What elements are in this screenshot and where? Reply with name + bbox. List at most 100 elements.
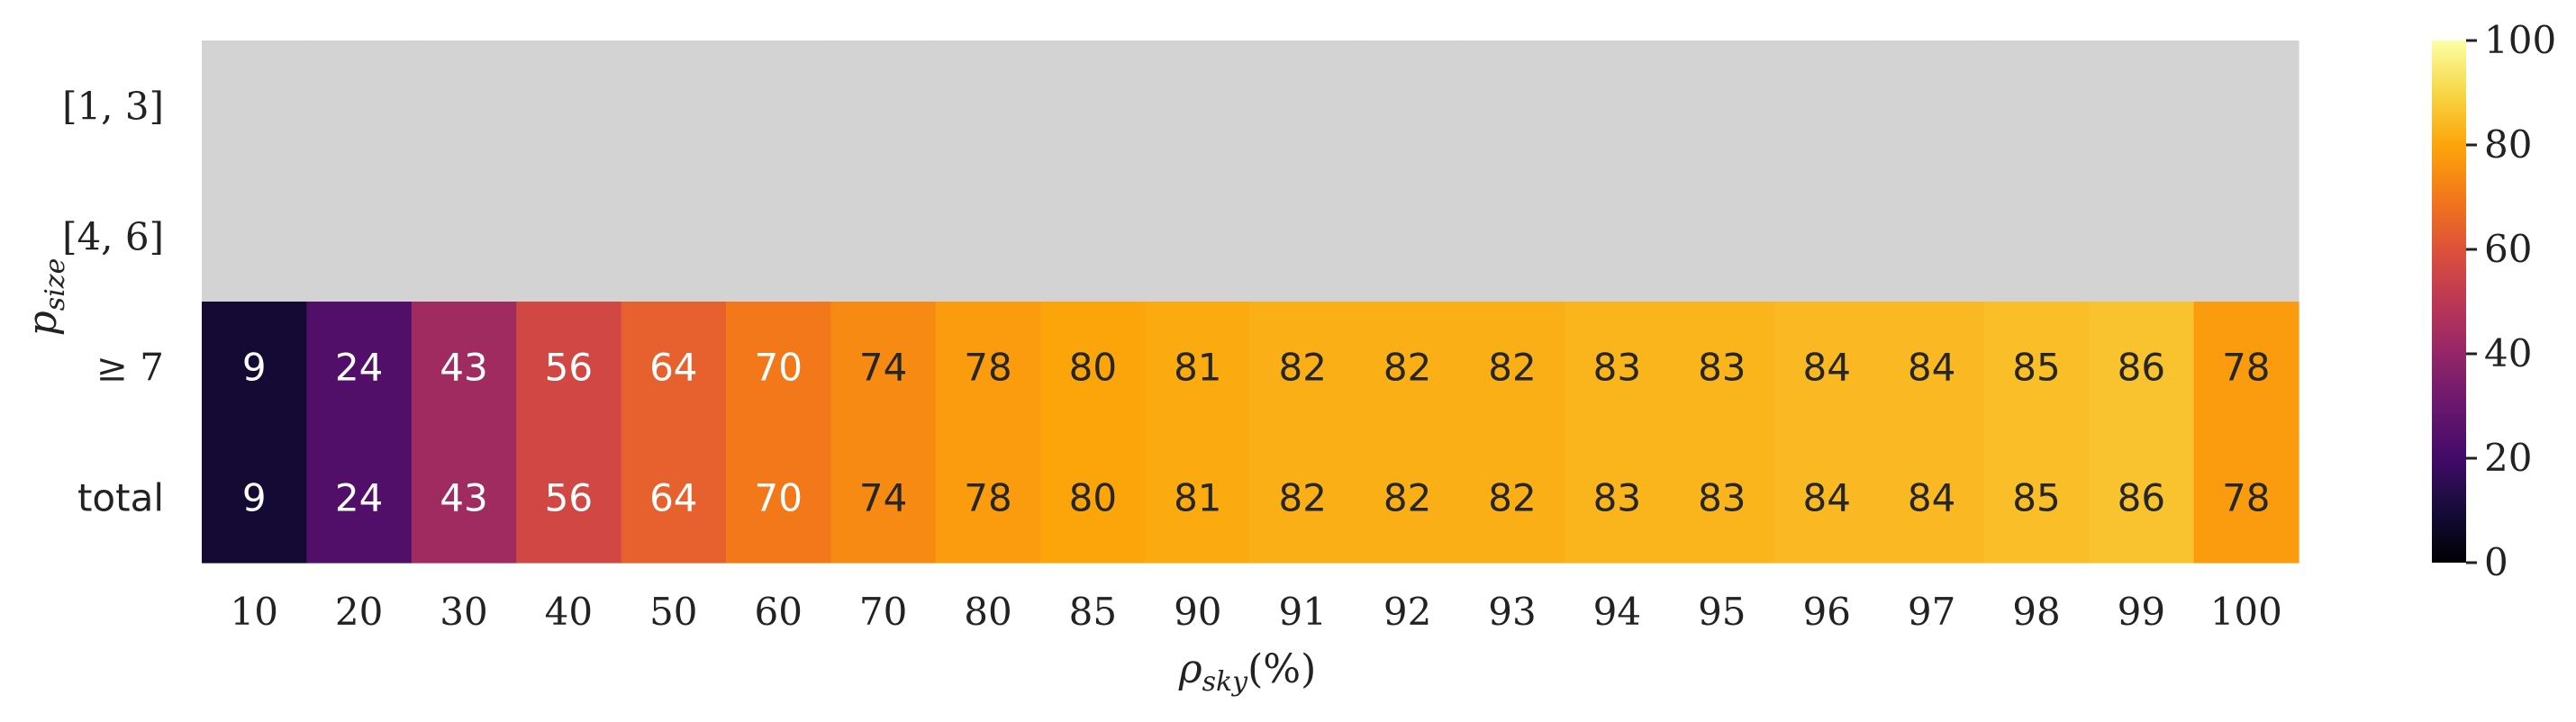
heatmap-cell — [1774, 302, 1880, 433]
cell-value-label: 83 — [1593, 476, 1641, 520]
cell-value-label: 78 — [964, 346, 1011, 390]
x-tick-label: 100 — [2210, 590, 2282, 634]
x-tick-label: 10 — [230, 590, 277, 634]
heatmap-cell — [621, 171, 727, 302]
heatmap-cell — [1355, 432, 1461, 564]
cell-value-label: 43 — [440, 476, 487, 520]
heatmap-cell — [1983, 432, 2090, 564]
cell-value-label: 82 — [1383, 476, 1431, 520]
x-tick-label: 99 — [2118, 590, 2165, 634]
heatmap-cell — [830, 171, 937, 302]
cell-value-label: 82 — [1488, 346, 1536, 390]
y-tick-label: ≥ 7 — [96, 346, 164, 390]
cell-value-label: 70 — [754, 476, 802, 520]
heatmap-cell — [935, 302, 1041, 433]
heatmap-cell — [516, 432, 622, 564]
x-tick-label: 91 — [1278, 590, 1326, 634]
cell-value-label: 43 — [440, 346, 487, 390]
x-tick-label: 93 — [1488, 590, 1536, 634]
x-tick-label: 94 — [1593, 590, 1641, 634]
heatmap-cell — [1040, 302, 1147, 433]
heatmap-cell — [1355, 302, 1461, 433]
heatmap-cell — [2193, 171, 2299, 302]
colorbar-tick-label: 40 — [2484, 331, 2532, 375]
y-tick-label: [1, 3] — [62, 85, 164, 129]
heatmap-cell — [411, 302, 517, 433]
heatmap-cell — [1879, 41, 1985, 172]
heatmap-cell — [2193, 432, 2299, 564]
x-tick-label: 96 — [1802, 590, 1850, 634]
heatmap-cell — [935, 171, 1041, 302]
cell-value-label: 85 — [2012, 476, 2060, 520]
heatmap-cell — [935, 432, 1041, 564]
x-tick-labels: 10 20 30 40 50 60 70 80 85 90 91 92 93 94 95 96 97 98 99 10… — [230, 590, 2281, 634]
cell-value-label: 9 — [242, 346, 267, 390]
heatmap-cell — [1983, 302, 2090, 433]
cell-value-label: 9 — [242, 476, 267, 520]
heatmap-cell — [726, 171, 831, 302]
cell-value-label: 84 — [1908, 346, 1955, 390]
heatmap-cell — [2193, 302, 2299, 433]
heatmap-cell — [830, 41, 937, 172]
heatmap-cell — [202, 41, 307, 172]
heatmap-cell — [411, 432, 517, 564]
heatmap-cell — [830, 302, 937, 433]
heatmap-cell — [1459, 41, 1565, 172]
cell-value-label: 86 — [2118, 346, 2165, 390]
heatmap-cell — [516, 41, 622, 172]
cell-value-label: 81 — [1174, 346, 1221, 390]
y-tick-label: total — [77, 476, 164, 520]
heatmap-cell — [1145, 41, 1251, 172]
x-axis-label: ρsky(%) — [1178, 646, 1317, 698]
heatmap-cell — [1983, 171, 2090, 302]
x-tick-label: 60 — [754, 590, 802, 634]
colorbar-ticks: 0 20 40 60 80 100 — [2466, 18, 2556, 584]
heatmap-cell — [1459, 432, 1565, 564]
heatmap-cell — [1879, 302, 1985, 433]
x-tick-label: 98 — [2012, 590, 2060, 634]
heatmap-cell — [1250, 302, 1356, 433]
heatmap-cell — [306, 432, 413, 564]
heatmap-cell — [1669, 41, 1775, 172]
heatmap-cell — [2089, 302, 2195, 433]
heatmap-cell — [1459, 171, 1565, 302]
x-tick-label: 80 — [964, 590, 1011, 634]
heatmap-cell — [1145, 302, 1251, 433]
heatmap-cell — [1250, 171, 1356, 302]
cell-value-label: 56 — [545, 476, 593, 520]
heatmap-cell — [726, 41, 831, 172]
colorbar-tick-label: 20 — [2484, 436, 2532, 480]
x-tick-label: 90 — [1174, 590, 1221, 634]
cell-value-label: 83 — [1698, 346, 1746, 390]
heatmap-cell — [1040, 432, 1147, 564]
cell-value-label: 82 — [1488, 476, 1536, 520]
heatmap-cell — [830, 432, 937, 564]
heatmap-cell — [411, 41, 517, 172]
heatmap-cell — [2089, 41, 2195, 172]
colorbar-tick-label: 60 — [2484, 227, 2532, 271]
heatmap-cell — [1355, 41, 1461, 172]
x-tick-label: 95 — [1698, 590, 1746, 634]
heatmap-cell — [1669, 432, 1775, 564]
cell-value-label: 74 — [859, 476, 907, 520]
cell-value-label: 64 — [649, 346, 697, 390]
heatmap-cell — [306, 171, 413, 302]
heatmap-cell — [621, 41, 727, 172]
heatmap-cell — [306, 302, 413, 433]
heatmap-cell — [1565, 302, 1671, 433]
heatmap-cell — [1565, 41, 1671, 172]
cell-value-label: 24 — [335, 346, 383, 390]
cell-value-label: 78 — [2222, 346, 2270, 390]
heatmap-cell — [2089, 432, 2195, 564]
cell-value-label: 24 — [335, 476, 383, 520]
heatmap-cell — [935, 41, 1041, 172]
x-tick-label: 85 — [1069, 590, 1117, 634]
x-tick-label: 40 — [545, 590, 593, 634]
heatmap-cell — [306, 41, 413, 172]
cell-value-label: 83 — [1593, 346, 1641, 390]
heatmap-cell — [1879, 432, 1985, 564]
heatmap-cell-labels: 9 24 43 56 64 70 74 78 80 81 82 82 82 83 83 84 84 85 86 78 9… — [242, 346, 2271, 520]
cell-value-label: 86 — [2118, 476, 2165, 520]
cell-value-label: 56 — [545, 346, 593, 390]
